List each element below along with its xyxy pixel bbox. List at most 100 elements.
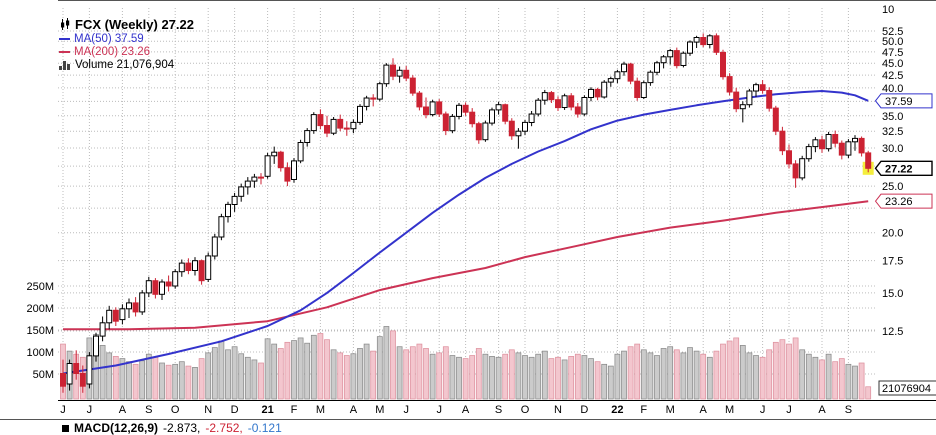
candle-body [67, 364, 72, 385]
axis-tick-label: S [145, 404, 152, 416]
candle-body [622, 64, 627, 72]
volume-bar [344, 356, 349, 399]
volume-bar [615, 354, 620, 399]
candle-body [813, 140, 818, 147]
volume-bar [338, 353, 343, 399]
volume-bar [331, 350, 336, 399]
volume-bar [496, 357, 501, 399]
volume-bar [556, 357, 561, 399]
volume-bar [655, 356, 660, 399]
axis-tick-label: A [700, 404, 708, 416]
volume-bar [813, 357, 818, 399]
candle-body [509, 121, 514, 136]
volume-bar [457, 357, 462, 399]
candle-body [839, 143, 844, 155]
volume-bar [245, 357, 250, 399]
candle-body [338, 119, 343, 128]
candle-body [648, 72, 653, 82]
volume-bar [298, 338, 303, 399]
volume-bar [278, 348, 283, 399]
volume-bar [199, 359, 204, 399]
candle-body [661, 57, 666, 63]
axis-tick-label: 100M [26, 347, 54, 359]
candle-body [80, 374, 85, 387]
candle-body [727, 77, 732, 92]
legend-ma50-row: MA(50) 37.59 [59, 32, 194, 45]
volume-bar [193, 367, 198, 399]
volume-bar [648, 353, 653, 399]
candle-body [793, 164, 798, 178]
volume-bar [410, 347, 415, 399]
candle-body [292, 161, 297, 180]
candle-body [694, 38, 699, 43]
candle-body [457, 105, 462, 116]
volume-bar [641, 350, 646, 399]
candle-body [701, 38, 706, 45]
candle-body [582, 98, 587, 115]
candle-body [272, 152, 277, 156]
candle-body [575, 107, 580, 114]
candle-body [311, 115, 316, 131]
axis-tick-label: 25.0 [882, 181, 903, 193]
candle-body [107, 310, 112, 323]
volume-bar [503, 354, 508, 399]
symbol-title: FCX (Weekly) 27.22 [75, 17, 194, 32]
axis-tick-label: 23.26 [885, 196, 913, 208]
volume-bar [397, 347, 402, 399]
candle-body [734, 92, 739, 109]
candle-body [424, 107, 429, 115]
candle-body [245, 181, 250, 187]
candle-body [113, 310, 118, 321]
volume-bar [608, 366, 613, 399]
volume-bars-icon [59, 60, 71, 70]
volume-bar [529, 357, 534, 399]
volume-bar [437, 353, 442, 399]
candle-body [595, 89, 600, 97]
candle-body [470, 112, 475, 124]
candle-body [615, 72, 620, 79]
axis-tick-label: 27.22 [885, 163, 913, 175]
candle-body [404, 70, 409, 78]
volume-bar [371, 351, 376, 399]
axis-tick-label: J [786, 404, 792, 416]
axis-tick-label: 200M [26, 303, 54, 315]
axis-tick-label: S [845, 404, 852, 416]
candle-body [120, 309, 125, 320]
axis-tick-label: 32.5 [882, 126, 903, 138]
volume-bar [259, 363, 264, 399]
axis-tick-label: F [640, 404, 647, 416]
macd-series-icon [62, 425, 69, 432]
candle-body [133, 303, 138, 312]
volume-bar [701, 354, 706, 399]
volume-bar [727, 341, 732, 399]
volume-bar [826, 354, 831, 399]
volume-bar [760, 357, 765, 399]
axis-tick-label: A [462, 404, 470, 416]
candlestick-icon [59, 18, 71, 31]
volume-bar [384, 326, 389, 399]
volume-bar [589, 359, 594, 399]
candle-body [516, 131, 521, 136]
axis-tick-label: 35.0 [882, 111, 903, 123]
volume-bar [674, 350, 679, 399]
volume-bar [325, 340, 330, 399]
volume-bar [252, 360, 257, 399]
volume-bar [549, 359, 554, 399]
legend-symbol-row: FCX (Weekly) 27.22 [59, 16, 194, 32]
candle-body [562, 96, 567, 108]
candle-body [146, 281, 151, 293]
volume-bar [272, 344, 277, 399]
axis-tick-label: 37.59 [885, 96, 913, 108]
axis-tick-label: M [316, 404, 325, 416]
volume-bar [853, 366, 858, 399]
candle-body [569, 96, 574, 107]
volume-bar [470, 356, 475, 399]
candle-body [721, 52, 726, 76]
volume-bar [146, 354, 151, 399]
candle-body [602, 82, 607, 97]
chart-legend: FCX (Weekly) 27.22 MA(50) 37.59 MA(200) … [59, 16, 194, 71]
candle-body [536, 100, 541, 114]
candle-body [859, 138, 864, 153]
axis-tick-label: J [87, 404, 93, 416]
candle-body [87, 356, 92, 384]
